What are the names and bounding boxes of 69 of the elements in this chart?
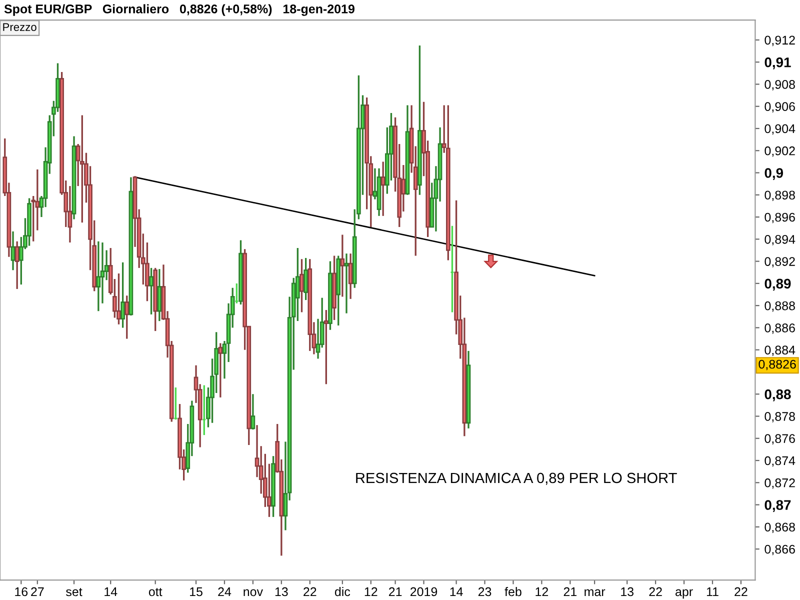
x-tick-label: 14 [450, 587, 463, 596]
y-tick-label: 0,874 [764, 456, 796, 467]
y-tick-label: 0,876 [764, 434, 795, 444]
x-tick-label: 24 [218, 587, 232, 596]
x-tick-label: 12 [364, 587, 378, 596]
candlestick [120, 262, 125, 329]
x-tick-label: 16 [15, 587, 28, 596]
y-tick-label: 0,904 [764, 124, 796, 135]
annotation: RESISTENZA DINAMICA A 0,89 PER LO SHORT [356, 472, 677, 485]
x-tick-label: dic [334, 586, 350, 596]
x-tick-label: 21 [564, 587, 577, 596]
y-tick-label: 0,888 [764, 301, 795, 312]
candlestick [250, 393, 256, 430]
candlestick [218, 342, 223, 398]
candlestick [380, 160, 386, 217]
candlestick [324, 309, 328, 385]
candlestick [124, 294, 130, 340]
y-tick-label: 0,894 [764, 234, 796, 246]
x-tick-label: feb [504, 586, 522, 596]
candlestick [80, 114, 84, 224]
chart-title: Spot EUR/GBP Giornaliero 0,8826 (+0,58%) 18-gen-2019 [4, 4, 354, 16]
y-tick-label: 0,896 [764, 212, 795, 224]
candlestick [10, 230, 16, 271]
y-tick-label: 0,87 [764, 500, 791, 512]
y-tick-label: 0,866 [764, 544, 795, 556]
y-tick-label: 0,868 [764, 522, 795, 534]
candlestick [300, 258, 304, 314]
candlestick [340, 234, 345, 298]
candlestick [348, 252, 353, 300]
x-tick-label: 22 [304, 587, 316, 596]
candlestick [96, 240, 101, 312]
x-tick-label: apr [676, 589, 693, 599]
x-tick-label: 14 [104, 587, 118, 596]
y-tick-label: 0,91 [764, 57, 791, 70]
x-tick-label: 15 [190, 587, 202, 596]
x-tick-label: 13 [275, 587, 288, 596]
candlestick [14, 240, 20, 290]
x-tick-label: set [66, 588, 82, 596]
x-tick-label: 2019 [410, 587, 438, 596]
y-tick-label: 0,902 [764, 146, 795, 157]
y-tick-label: 0,878 [764, 412, 795, 422]
x-tick-label: 23 [478, 587, 492, 596]
y-tick-label: 0,89 [764, 278, 791, 291]
x-tick-label: 13 [621, 587, 634, 596]
x-tick-label: 22 [649, 587, 662, 596]
y-tick-label: 0,898 [764, 190, 795, 202]
y-tick-label: 0,892 [764, 257, 795, 268]
y-tick-label: 0,9 [764, 168, 784, 180]
x-tick-label: 12 [536, 587, 548, 596]
candlestick [149, 267, 154, 316]
y-tick-label: 0,886 [764, 324, 795, 334]
x-tick-label: 27 [31, 587, 44, 596]
y-tick-label: 0,908 [764, 80, 795, 90]
text: 0,8826 [758, 360, 796, 370]
y-tick-label: 0,88 [764, 389, 791, 402]
x-tick-label: 21 [388, 587, 402, 596]
y-tick-label: 0,912 [764, 36, 795, 46]
x-tick-label: mar [584, 589, 606, 596]
y-tick-label: 0,906 [764, 102, 795, 112]
candlestick [304, 257, 308, 301]
y-tick-label: 0,872 [764, 478, 795, 489]
y-tick-label: 0,884 [764, 346, 796, 356]
annotation: Prezzo [3, 23, 36, 31]
x-tick-label: ott [148, 588, 162, 596]
x-tick-label: 22 [734, 587, 748, 596]
candlestick [344, 252, 349, 314]
candlestick [116, 272, 121, 326]
x-tick-label: nov [244, 589, 263, 596]
x-tick-label: 11 [706, 587, 718, 596]
